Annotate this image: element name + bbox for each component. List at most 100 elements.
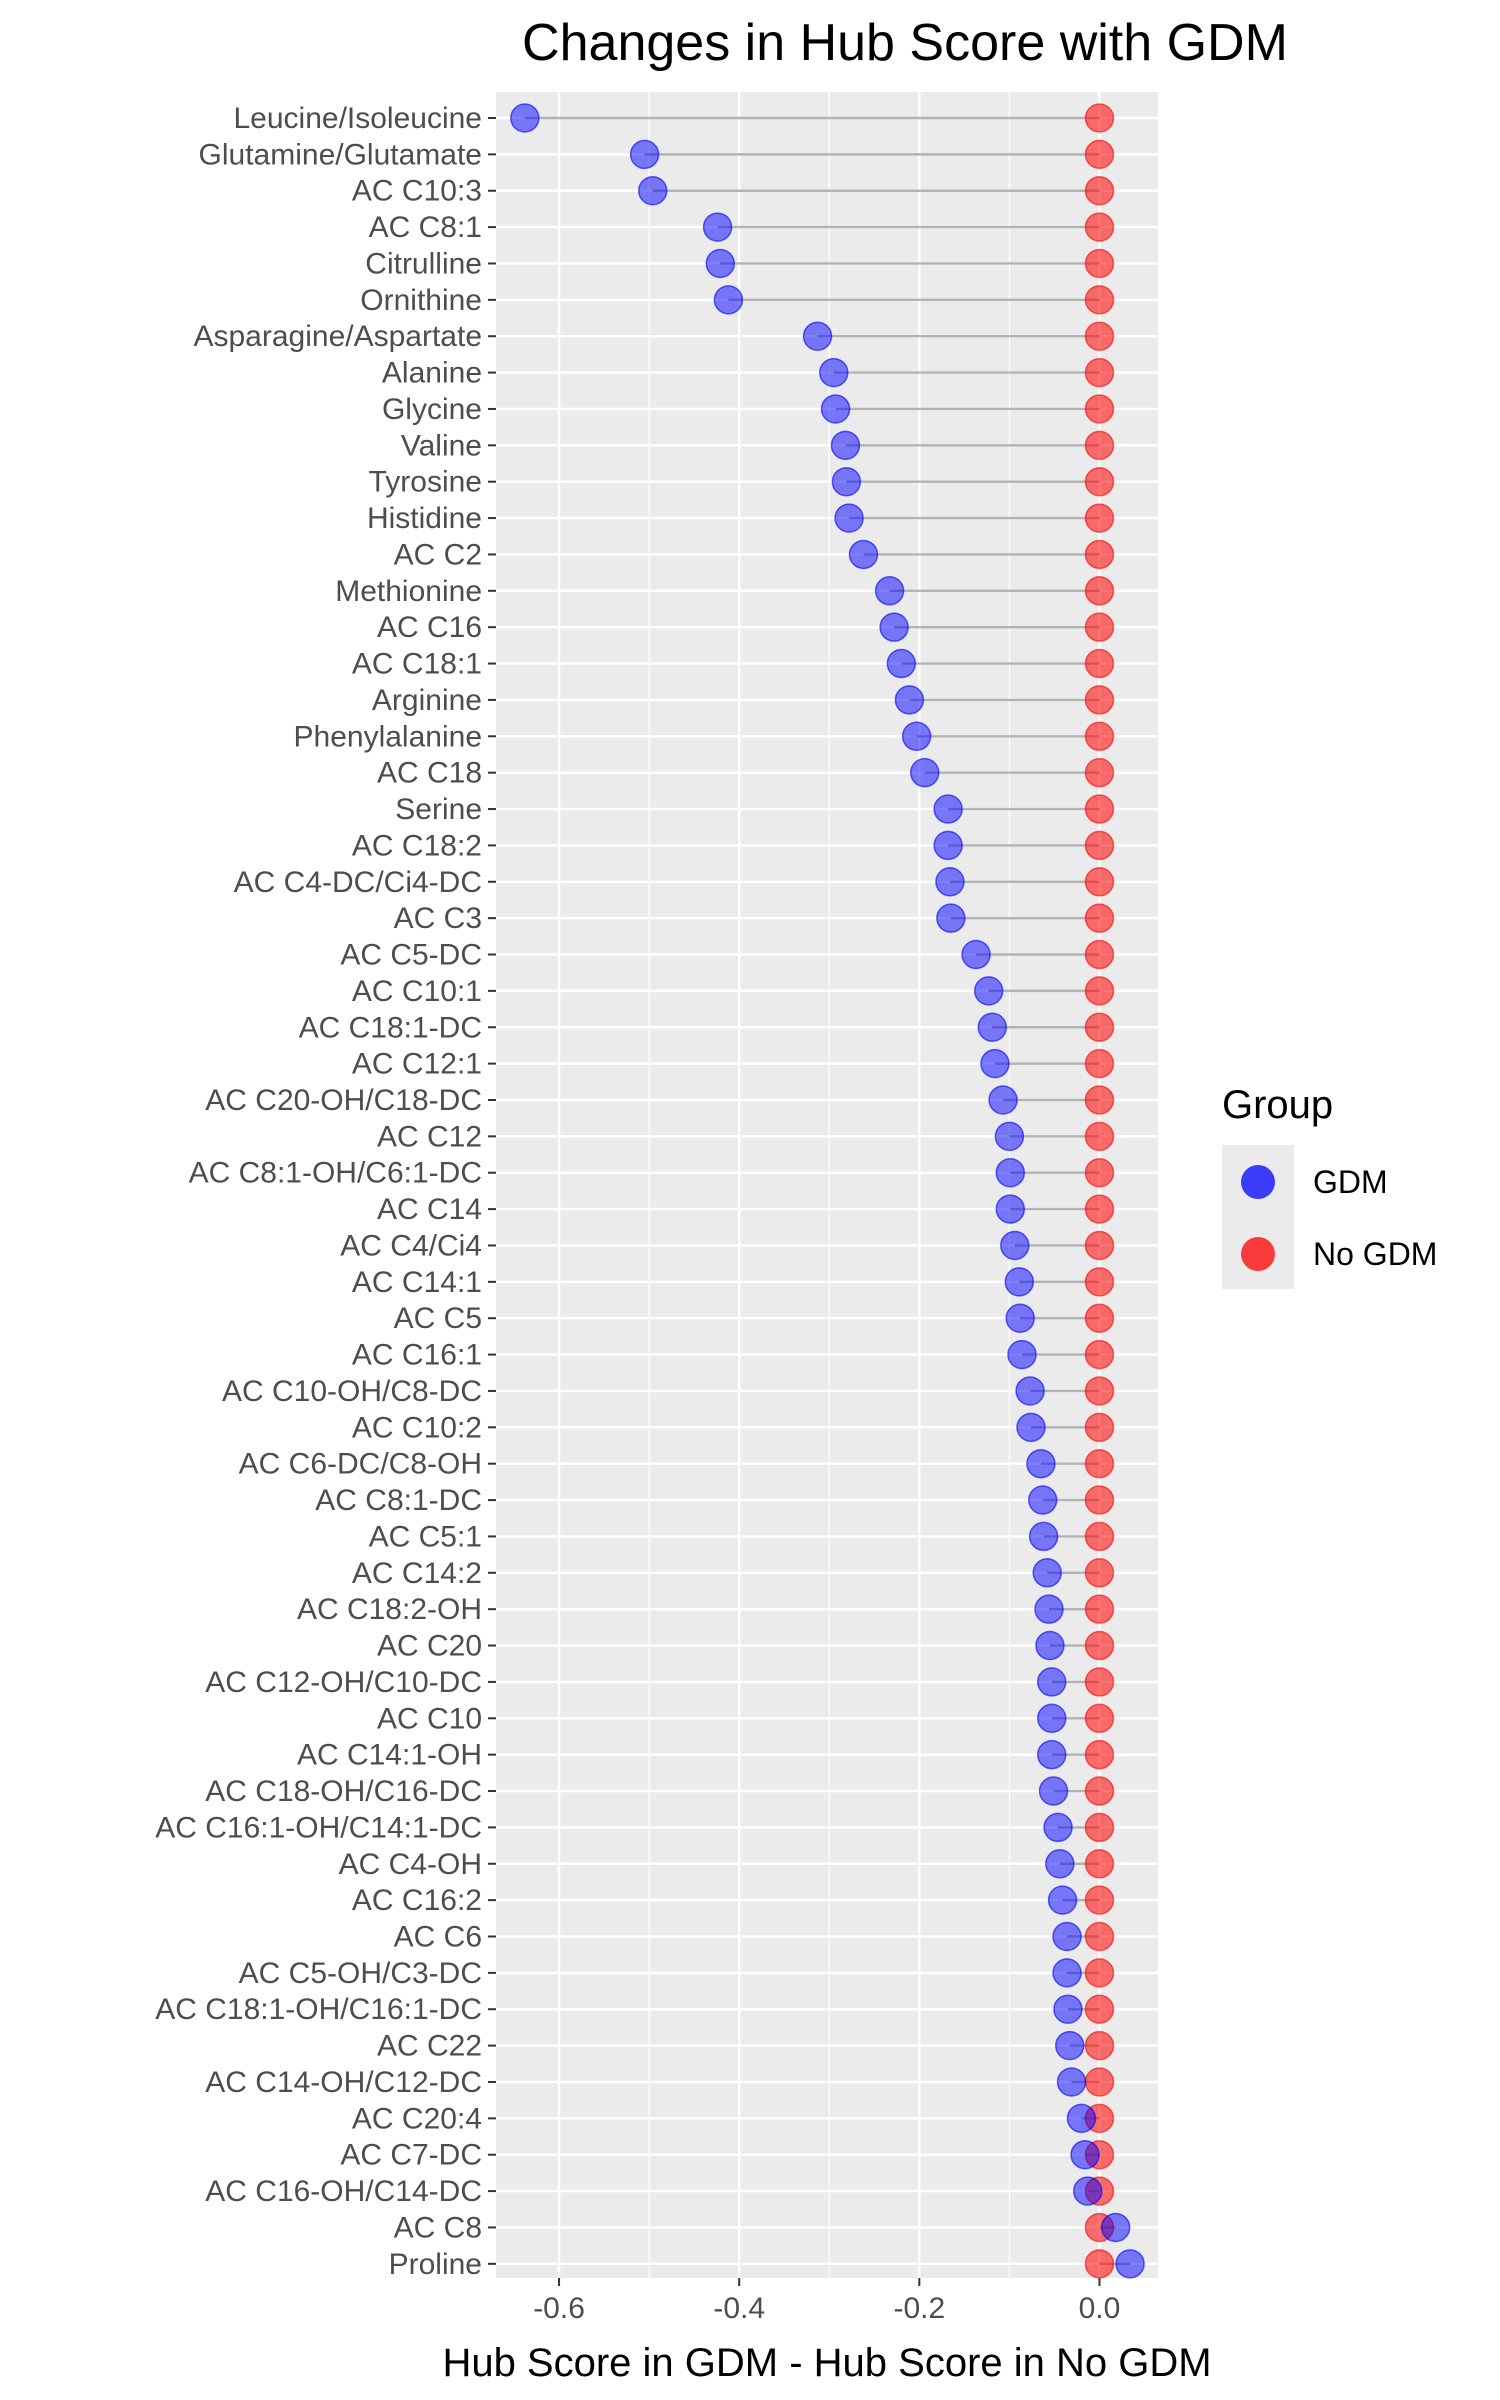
y-tick-label: AC C16:1 xyxy=(352,1339,482,1372)
gdm-point xyxy=(977,1012,1008,1042)
gdm-point xyxy=(995,1157,1026,1188)
gdm-point xyxy=(994,1121,1025,1152)
y-tick-label: AC C8 xyxy=(394,2211,482,2244)
gdm-point xyxy=(1115,2249,1145,2279)
gdm-point xyxy=(935,867,965,897)
no-gdm-point xyxy=(1084,1958,1115,1988)
y-tick-label: AC C4/Ci4 xyxy=(340,1229,482,1262)
gdm-point xyxy=(848,539,879,570)
gdm-point xyxy=(1045,1849,1075,1879)
y-tick-label: Methionine xyxy=(335,575,482,608)
gdm-point xyxy=(1070,2139,1100,2170)
no-gdm-point xyxy=(1084,1921,1115,1952)
no-gdm-point xyxy=(1084,1849,1115,1879)
chart-title: Changes in Hub Score with GDM xyxy=(522,14,1288,72)
y-tick-label: AC C3 xyxy=(394,902,482,935)
gdm-point xyxy=(1036,1667,1067,1697)
no-gdm-point xyxy=(1084,1885,1115,1915)
no-gdm-point xyxy=(1084,830,1115,861)
no-gdm-point xyxy=(1084,1412,1115,1443)
y-tick-label: AC C8:1-OH/C6:1-DC xyxy=(189,1157,482,1190)
y-tick-label: AC C14 xyxy=(377,1193,482,1226)
y-tick-label: AC C16:2 xyxy=(352,1884,482,1917)
y-tick-label: AC C16-OH/C14-DC xyxy=(205,2175,482,2208)
y-tick-label: AC C8:1-DC xyxy=(315,1484,482,1517)
y-tick-label: AC C4-DC/Ci4-DC xyxy=(234,866,482,899)
x-axis: -0.6 -0.4 -0.2 0.0 xyxy=(533,2278,1120,2325)
no-gdm-point xyxy=(1084,394,1115,424)
no-gdm-point xyxy=(1084,685,1115,715)
y-tick-label: AC C22 xyxy=(377,2030,482,2063)
gdm-point xyxy=(1036,1739,1067,1770)
gdm-point xyxy=(1007,1339,1037,1370)
y-tick-label: AC C10-OH/C8-DC xyxy=(222,1375,482,1408)
y-tick-label: AC C14-OH/C12-DC xyxy=(205,2066,482,2099)
legend-title: Group xyxy=(1222,1083,1333,1127)
no-gdm-point xyxy=(1084,285,1115,315)
y-tick-label: AC C16:1-OH/C14:1-DC xyxy=(155,1811,482,1844)
gdm-point xyxy=(874,576,905,606)
legend-label-gdm: GDM xyxy=(1313,1164,1388,1200)
y-tick-label: Glycine xyxy=(382,393,482,426)
y-tick-label: AC C14:1-OH xyxy=(297,1739,482,1772)
y-tick-label: Valine xyxy=(401,429,482,462)
legend-label-no-gdm: No GDM xyxy=(1313,1236,1437,1272)
gdm-point xyxy=(961,939,991,970)
gdm-point xyxy=(933,830,963,861)
gdm-point xyxy=(1004,1267,1035,1297)
y-tick-label: AC C18 xyxy=(377,757,482,790)
no-gdm-point xyxy=(1084,757,1115,788)
gdm-point xyxy=(713,285,744,315)
gdm-point xyxy=(820,394,851,424)
no-gdm-point xyxy=(1084,1630,1115,1661)
y-tick-label: Citrulline xyxy=(365,247,482,280)
legend-no-gdm-marker xyxy=(1241,1237,1275,1271)
no-gdm-point xyxy=(1084,1339,1115,1370)
no-gdm-point xyxy=(1084,539,1115,570)
gdm-point xyxy=(1027,1485,1058,1515)
gdm-point xyxy=(1036,1703,1067,1734)
gdm-point xyxy=(1053,1994,1083,2024)
gdm-point xyxy=(510,103,540,133)
no-gdm-point xyxy=(1084,103,1115,133)
y-tick-label: Proline xyxy=(389,2248,482,2281)
y-tick-label: AC C18:2 xyxy=(352,829,482,862)
y-tick-label: AC C4-OH xyxy=(339,1848,482,1881)
y-tick-label: AC C10:3 xyxy=(352,175,482,208)
y-tick-label: AC C18:2-OH xyxy=(297,1593,482,1626)
y-tick-label: AC C5:1 xyxy=(369,1520,482,1553)
no-gdm-point xyxy=(1084,212,1115,242)
no-gdm-point xyxy=(1084,1267,1115,1297)
no-gdm-points xyxy=(1084,103,1115,2279)
gdm-points xyxy=(510,103,1145,2279)
y-tick-label: AC C18:1-DC xyxy=(299,1011,482,1044)
y-tick-label: AC C7-DC xyxy=(340,2139,482,2172)
gdm-point xyxy=(901,721,932,752)
y-tick-label: AC C6-DC/C8-OH xyxy=(239,1448,482,1481)
y-tick-label: AC C16 xyxy=(377,611,482,644)
y-tick-label: AC C14:1 xyxy=(352,1266,482,1299)
gdm-point xyxy=(831,466,862,497)
gdm-point xyxy=(830,430,861,461)
x-tick-label: -0.4 xyxy=(713,2292,765,2325)
no-gdm-point xyxy=(1084,503,1115,533)
gdm-point xyxy=(879,612,909,642)
x-tick-label: -0.2 xyxy=(893,2292,945,2325)
no-gdm-point xyxy=(1084,1448,1115,1479)
no-gdm-point xyxy=(1084,1485,1115,1515)
gdm-point xyxy=(1000,1230,1030,1261)
gdm-point xyxy=(1066,2103,1097,2134)
y-tick-label: AC C10 xyxy=(377,1702,482,1735)
no-gdm-point xyxy=(1084,1812,1115,1843)
no-gdm-point xyxy=(1084,1194,1115,1224)
gdm-point xyxy=(894,685,925,715)
y-tick-label: AC C14:2 xyxy=(352,1557,482,1590)
gdm-point xyxy=(1100,2212,1131,2243)
no-gdm-point xyxy=(1084,1121,1115,1152)
gdm-point xyxy=(1032,1558,1062,1588)
gdm-point xyxy=(702,212,733,242)
y-tick-label: Alanine xyxy=(382,357,482,390)
